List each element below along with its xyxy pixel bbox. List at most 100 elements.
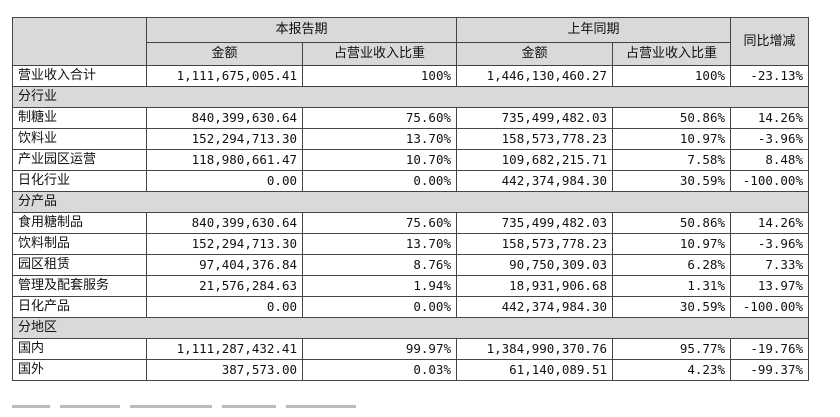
- header-row-columns: 金额 占营业收入比重 金额 占营业收入比重: [13, 42, 809, 66]
- current-amount-cell: 387,573.00: [146, 359, 303, 381]
- yoy-cell: -3.96%: [730, 128, 809, 150]
- row-label: 国外: [12, 359, 147, 381]
- yoy-cell: -100.00%: [730, 296, 809, 318]
- prior-amount-cell: 158,573,778.23: [456, 128, 613, 150]
- current-amount-cell: 0.00: [146, 296, 303, 318]
- header-prior-share: 占营业收入比重: [612, 42, 731, 66]
- table-row: 食用糖制品 840,399,630.64 75.60% 735,499,482.03 5…: [12, 212, 809, 234]
- header-current-share: 占营业收入比重: [302, 42, 457, 66]
- yoy-cell: 8.48%: [730, 149, 809, 171]
- prior-share-cell: 100%: [612, 65, 731, 87]
- prior-share-cell: 30.59%: [612, 296, 731, 318]
- row-label: 产业园区运营: [12, 149, 147, 171]
- yoy-cell: -19.76%: [730, 338, 809, 360]
- row-label: 营业收入合计: [12, 65, 147, 87]
- yoy-cell: -23.13%: [730, 65, 809, 87]
- current-share-cell: 13.70%: [302, 233, 457, 255]
- table-row: 制糖业 840,399,630.64 75.60% 735,499,482.03 50.…: [12, 107, 809, 129]
- current-share-cell: 99.97%: [302, 338, 457, 360]
- header-current-period: 本报告期: [146, 17, 457, 43]
- section-title: 分产品: [12, 191, 809, 213]
- row-label: 饮料制品: [12, 233, 147, 255]
- prior-share-cell: 95.77%: [612, 338, 731, 360]
- yoy-cell: -100.00%: [730, 170, 809, 192]
- prior-amount-cell: 109,682,215.71: [456, 149, 613, 171]
- current-amount-cell: 118,980,661.47: [146, 149, 303, 171]
- revenue-composition-table: 本报告期 上年同期 同比增减 金额 占营业收入比重 金额 占营业收入比重 营业收…: [12, 17, 809, 381]
- current-amount-cell: 840,399,630.64: [146, 107, 303, 129]
- current-amount-cell: 1,111,287,432.41: [146, 338, 303, 360]
- row-label: 饮料业: [12, 128, 147, 150]
- table-row: 产业园区运营 118,980,661.47 10.70% 109,682,215.71…: [12, 149, 809, 171]
- current-amount-cell: 97,404,376.84: [146, 254, 303, 276]
- corner-header: [12, 17, 147, 66]
- current-amount-cell: 840,399,630.64: [146, 212, 303, 234]
- table-row: 国内 1,111,287,432.41 99.97% 1,384,990,370.76…: [12, 338, 809, 360]
- table-body: 营业收入合计 1,111,675,005.41 100% 1,446,130,4…: [12, 65, 809, 381]
- section-title: 分地区: [12, 317, 809, 339]
- row-label: 国内: [12, 338, 147, 360]
- prior-amount-cell: 18,931,906.68: [456, 275, 613, 297]
- prior-share-cell: 1.31%: [612, 275, 731, 297]
- current-share-cell: 8.76%: [302, 254, 457, 276]
- table-row: 日化产品 0.00 0.00% 442,374,984.30 30.59% -100.00…: [12, 296, 809, 318]
- table-row: 日化行业 0.00 0.00% 442,374,984.30 30.59% -100.00…: [12, 170, 809, 192]
- row-label: 日化产品: [12, 296, 147, 318]
- total-row: 营业收入合计 1,111,675,005.41 100% 1,446,130,4…: [12, 65, 809, 87]
- current-amount-cell: 152,294,713.30: [146, 128, 303, 150]
- header-current-amount: 金额: [146, 42, 303, 66]
- row-label: 日化行业: [12, 170, 147, 192]
- prior-share-cell: 4.23%: [612, 359, 731, 381]
- yoy-cell: 14.26%: [730, 107, 809, 129]
- row-label: 园区租赁: [12, 254, 147, 276]
- prior-share-cell: 7.58%: [612, 149, 731, 171]
- current-share-cell: 0.03%: [302, 359, 457, 381]
- current-share-cell: 10.70%: [302, 149, 457, 171]
- prior-amount-cell: 735,499,482.03: [456, 212, 613, 234]
- prior-share-cell: 30.59%: [612, 170, 731, 192]
- yoy-cell: -99.37%: [730, 359, 809, 381]
- table-row: 饮料制品 152,294,713.30 13.70% 158,573,778.23 10…: [12, 233, 809, 255]
- current-share-cell: 75.60%: [302, 107, 457, 129]
- row-label: 管理及配套服务: [12, 275, 147, 297]
- prior-amount-cell: 158,573,778.23: [456, 233, 613, 255]
- prior-share-cell: 6.28%: [612, 254, 731, 276]
- header-prior-amount: 金额: [456, 42, 613, 66]
- section-title: 分行业: [12, 86, 809, 108]
- current-share-cell: 1.94%: [302, 275, 457, 297]
- yoy-cell: 14.26%: [730, 212, 809, 234]
- prior-share-cell: 10.97%: [612, 233, 731, 255]
- prior-amount-cell: 90,750,309.03: [456, 254, 613, 276]
- prior-amount-cell: 1,384,990,370.76: [456, 338, 613, 360]
- current-share-cell: 0.00%: [302, 296, 457, 318]
- row-label: 制糖业: [12, 107, 147, 129]
- table-row: 管理及配套服务 21,576,284.63 1.94% 18,931,906.68 1.…: [12, 275, 809, 297]
- current-amount-cell: 0.00: [146, 170, 303, 192]
- prior-share-cell: 50.86%: [612, 212, 731, 234]
- section-header-row: 分地区: [12, 317, 809, 339]
- header-yoy: 同比增减: [730, 17, 809, 66]
- current-amount-cell: 152,294,713.30: [146, 233, 303, 255]
- yoy-cell: 13.97%: [730, 275, 809, 297]
- current-share-cell: 0.00%: [302, 170, 457, 192]
- prior-share-cell: 50.86%: [612, 107, 731, 129]
- header-prior-period: 上年同期: [456, 17, 731, 43]
- current-share-cell: 75.60%: [302, 212, 457, 234]
- prior-amount-cell: 442,374,984.30: [456, 170, 613, 192]
- prior-amount-cell: 442,374,984.30: [456, 296, 613, 318]
- current-amount-cell: 21,576,284.63: [146, 275, 303, 297]
- current-share-cell: 13.70%: [302, 128, 457, 150]
- yoy-cell: 7.33%: [730, 254, 809, 276]
- table-row: 国外 387,573.00 0.03% 61,140,089.51 4.23% -99.3…: [12, 359, 809, 381]
- prior-amount-cell: 61,140,089.51: [456, 359, 613, 381]
- section-header-row: 分产品: [12, 191, 809, 213]
- table-row: 饮料业 152,294,713.30 13.70% 158,573,778.23 10.…: [12, 128, 809, 150]
- prior-amount-cell: 735,499,482.03: [456, 107, 613, 129]
- yoy-cell: -3.96%: [730, 233, 809, 255]
- header-row-groups: 本报告期 上年同期 同比增减: [12, 17, 809, 66]
- table-row: 园区租赁 97,404,376.84 8.76% 90,750,309.03 6.28%…: [12, 254, 809, 276]
- row-label: 食用糖制品: [12, 212, 147, 234]
- section-header-row: 分行业: [12, 86, 809, 108]
- prior-share-cell: 10.97%: [612, 128, 731, 150]
- prior-amount-cell: 1,446,130,460.27: [456, 65, 613, 87]
